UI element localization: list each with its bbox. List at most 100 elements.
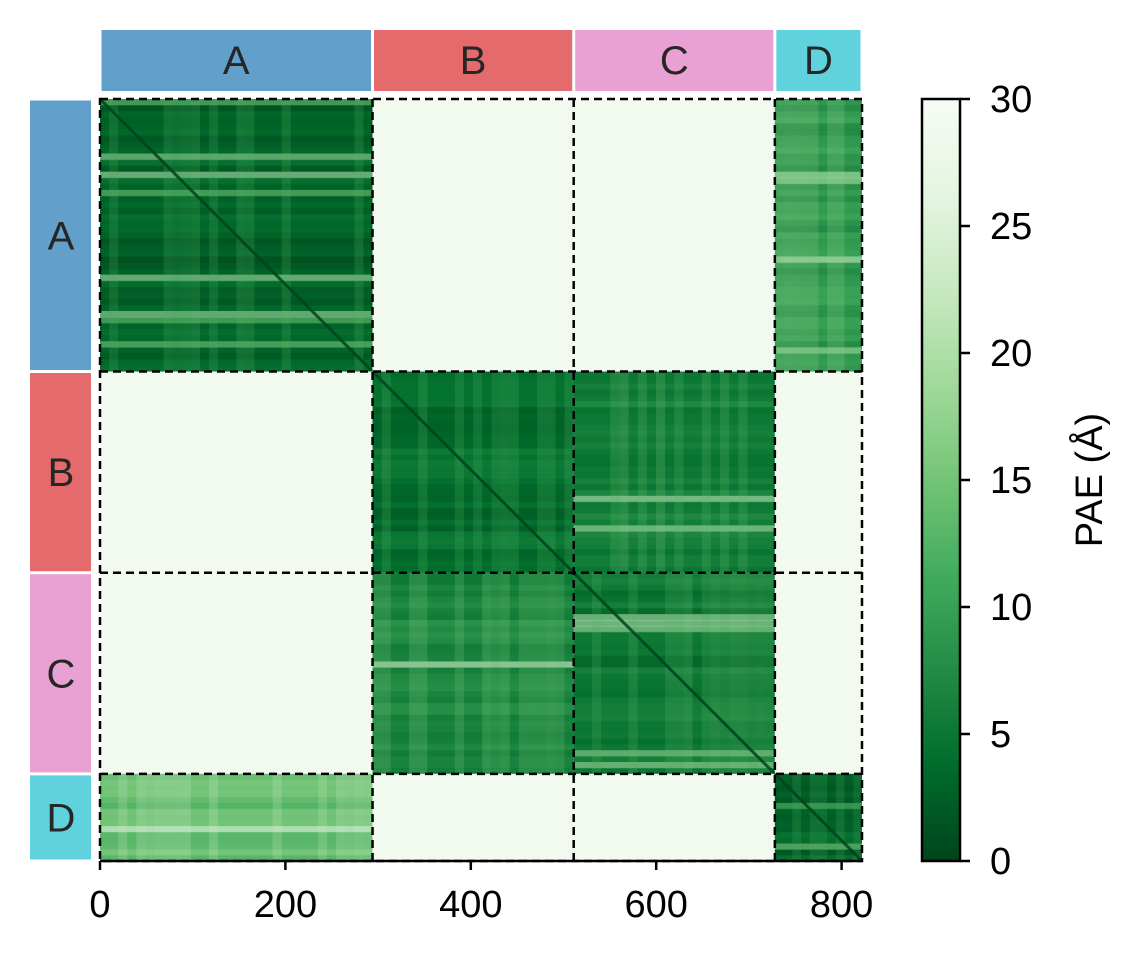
texture-col (674, 371, 684, 573)
block-B-A (100, 371, 373, 573)
texture-row (100, 123, 373, 130)
texture-row (100, 135, 373, 142)
texture-row (100, 310, 373, 318)
colorbar-tick-label: 5 (990, 714, 1011, 756)
block-C-D (774, 572, 862, 774)
texture-row (774, 286, 862, 294)
texture-row (100, 177, 373, 185)
texture-col (809, 773, 819, 861)
block-C-A (100, 572, 373, 774)
texture-row (100, 147, 373, 155)
texture-row (774, 153, 862, 161)
texture-col (491, 371, 501, 573)
top-bar-label-A: A (223, 39, 250, 83)
texture-row (100, 189, 373, 197)
texture-row (372, 501, 574, 509)
texture-row (774, 820, 862, 827)
top-bar-B (374, 30, 573, 91)
texture-row (100, 814, 373, 821)
top-chain-bars: A B C D (101, 30, 861, 91)
texture-row (573, 501, 775, 509)
texture-row (100, 141, 373, 149)
texture-col (774, 99, 784, 372)
texture-row (372, 495, 574, 503)
colorbar-tick-label: 25 (990, 206, 1032, 248)
texture-row (774, 171, 862, 179)
texture-row (372, 572, 574, 580)
texture-col (372, 572, 382, 774)
texture-col (564, 371, 574, 573)
texture-col (537, 371, 547, 573)
texture-col (792, 99, 802, 372)
texture-row (372, 578, 574, 586)
texture-row (573, 702, 775, 710)
texture-row (100, 797, 373, 804)
texture-col (719, 572, 730, 774)
texture-row (372, 750, 574, 757)
texture-row (774, 855, 862, 861)
top-bar-C (575, 30, 774, 91)
texture-row (774, 808, 862, 816)
block-B-D (774, 371, 862, 573)
texture-row (100, 214, 373, 221)
texture-col (835, 99, 845, 372)
colorbar-tick-label: 20 (990, 333, 1032, 375)
texture-row (372, 436, 574, 444)
texture-row (100, 304, 373, 312)
texture-col (546, 371, 556, 573)
texture-row (573, 708, 775, 716)
texture-row (372, 596, 574, 603)
texture-row (774, 129, 862, 136)
texture-row (372, 738, 574, 745)
texture-col (619, 371, 629, 573)
texture-row (573, 572, 775, 580)
texture-col (418, 572, 428, 774)
texture-row (100, 226, 373, 233)
texture-col (665, 572, 675, 774)
texture-row (573, 531, 775, 538)
texture-row (372, 691, 574, 698)
texture-col (500, 371, 510, 573)
texture-row (372, 442, 574, 450)
texture-col (109, 99, 119, 372)
texture-row (774, 189, 862, 197)
texture-row (372, 762, 574, 769)
texture-row (372, 483, 574, 491)
texture-col (245, 99, 255, 372)
texture-col (710, 572, 720, 774)
texture-row (774, 195, 862, 203)
texture-row (573, 495, 775, 503)
texture-row (774, 802, 862, 810)
block-A-B (372, 99, 574, 372)
texture-row (774, 117, 862, 124)
texture-row (100, 855, 373, 861)
texture-row (100, 153, 373, 161)
texture-row (100, 111, 373, 118)
texture-row (573, 412, 775, 420)
texture-row (372, 673, 574, 680)
texture-row (372, 383, 574, 390)
texture-row (573, 584, 775, 592)
texture-row (774, 298, 862, 306)
texture-row (100, 341, 373, 348)
texture-row (774, 831, 862, 839)
texture-row (774, 335, 862, 342)
texture-row (372, 513, 574, 521)
texture-col (537, 572, 547, 774)
texture-row (100, 201, 373, 209)
texture-row (100, 323, 373, 330)
texture-row (372, 732, 574, 739)
texture-row (573, 762, 775, 769)
texture-row (372, 448, 574, 455)
texture-row (774, 214, 862, 221)
texture-row (573, 750, 775, 757)
colorbar-tick-label: 0 (990, 841, 1011, 883)
texture-row (100, 244, 373, 252)
texture-row (372, 649, 574, 657)
texture-row (372, 549, 574, 556)
texture-row (372, 702, 574, 710)
texture-row (774, 317, 862, 324)
texture-row (372, 625, 574, 633)
texture-row (372, 543, 574, 550)
texture-row (774, 329, 862, 336)
